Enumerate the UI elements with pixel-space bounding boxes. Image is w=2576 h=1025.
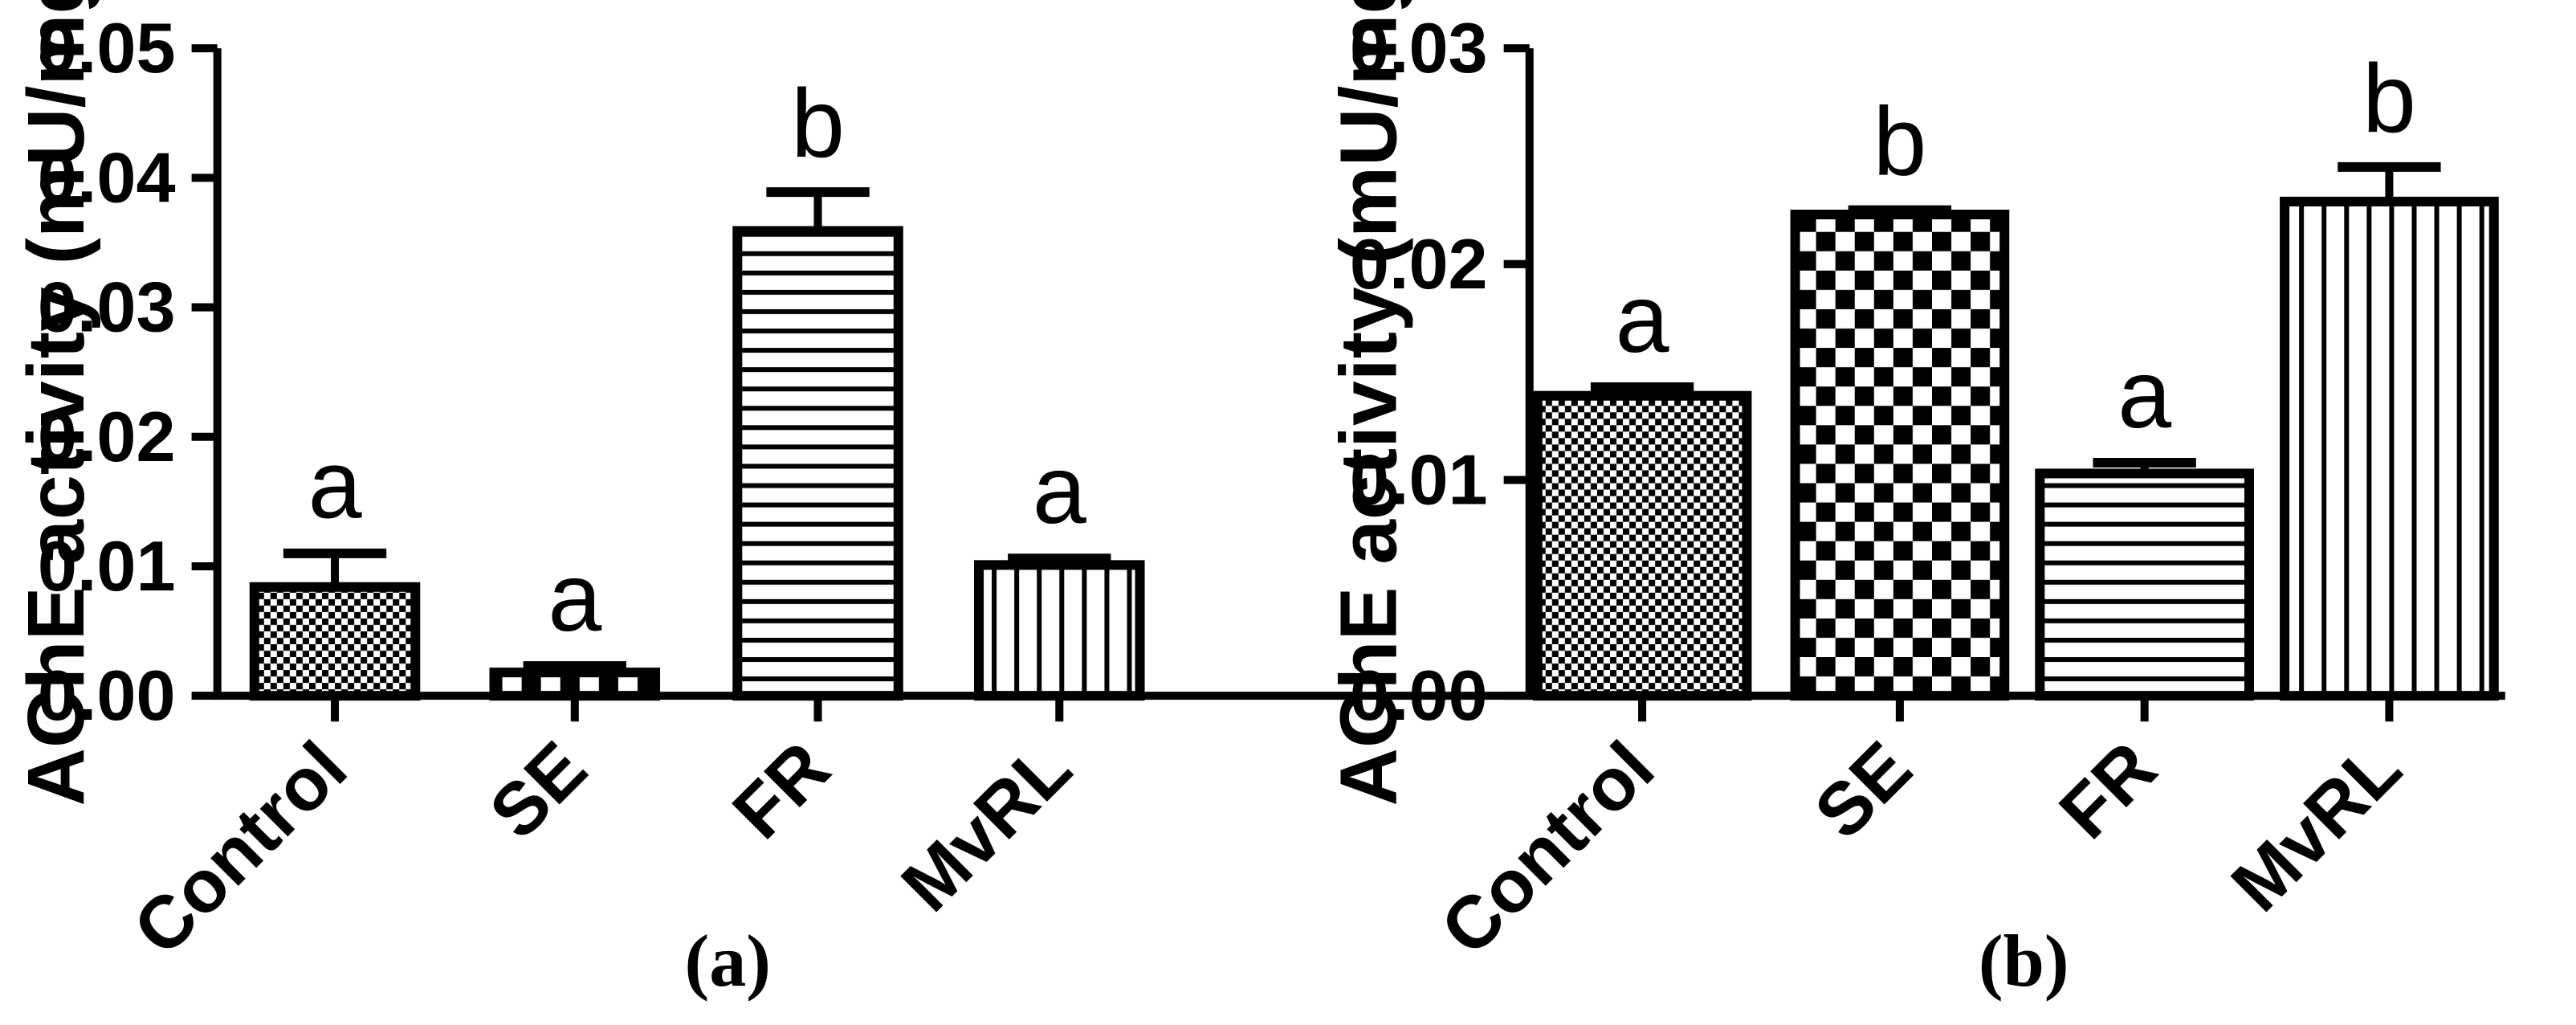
bar-control [1532,390,1752,701]
significance-label: a [308,431,362,539]
y-tick-label: 0.02 [38,397,176,476]
y-axis-title: AChE activity (mU/mg) [11,0,101,806]
y-tick-label: 0.00 [38,655,176,735]
y-tick-label: 0.02 [1350,224,1488,304]
bar-se [489,668,661,701]
bar-fr [2035,468,2255,701]
x-tick-label: FR [717,726,846,855]
significance-label: b [791,70,845,178]
bar-mvrl [974,560,1145,701]
x-tick-label: MvRL [886,726,1086,927]
significance-label: a [1616,265,1669,373]
y-tick-label: 0.03 [1350,8,1488,88]
panel-label: (a) [684,920,771,1002]
panel-label: (b) [1979,920,2069,1002]
y-axis-title: AChE activity (mU/mg) [1323,0,1413,806]
significance-label: b [1873,88,1926,196]
x-tick-label: Control [118,726,363,971]
significance-label: b [2362,45,2416,153]
x-tick-label: SE [474,726,602,855]
y-tick-label: 0.04 [38,137,176,217]
y-tick-label: 0.01 [38,526,176,606]
bar-fr [732,226,903,701]
y-tick-label: 0.01 [1350,440,1488,520]
bar-se [1790,210,2010,701]
y-tick-label: 0.05 [38,8,176,88]
significance-label: a [548,544,601,651]
significance-label: a [2117,341,2171,448]
bar-mvrl [2280,196,2499,701]
y-tick-label: 0.00 [1350,655,1488,735]
significance-label: a [1033,436,1086,544]
x-tick-label: SE [1799,726,1927,855]
x-tick-label: MvRL [2215,726,2416,927]
bar-control [249,582,421,701]
x-tick-label: Control [1425,726,1670,971]
x-tick-label: FR [2044,726,2172,855]
y-tick-label: 0.03 [38,267,176,347]
